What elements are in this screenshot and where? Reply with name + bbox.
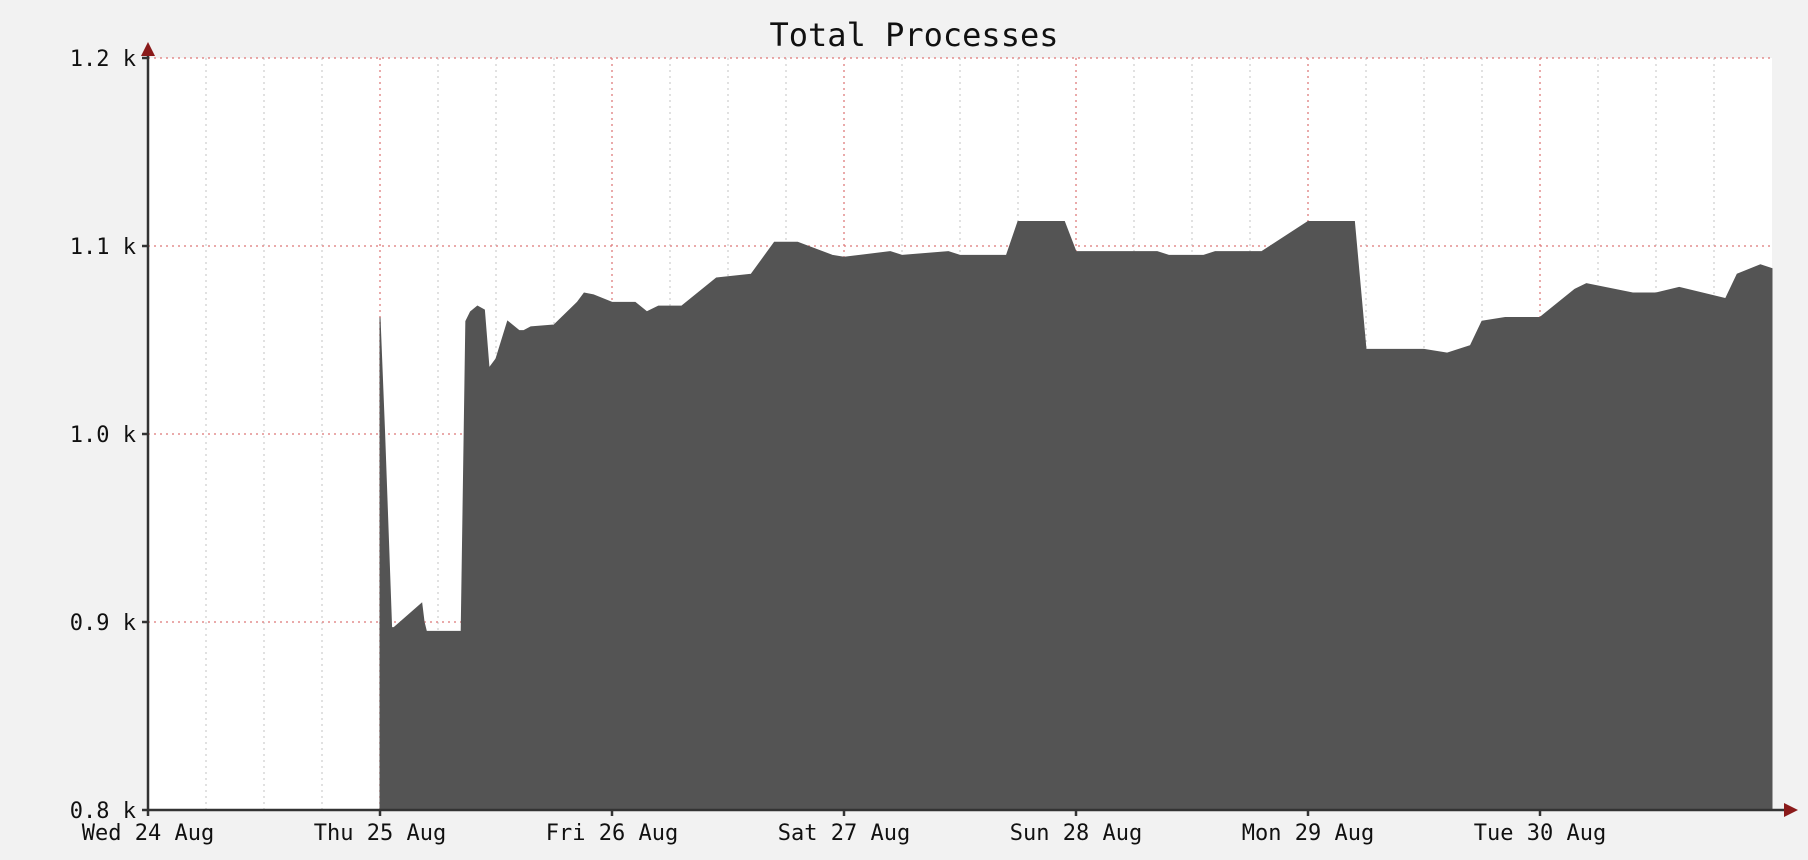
- x-tick-label: Thu 25 Aug: [314, 821, 446, 846]
- y-tick-label: 0.8 k: [70, 799, 136, 824]
- x-axis-arrow: [1784, 803, 1798, 817]
- chart-title: Total Processes: [770, 16, 1059, 54]
- y-tick-label: 1.1 k: [70, 235, 136, 260]
- x-tick-label: Tue 30 Aug: [1474, 821, 1606, 846]
- x-tick-label: Mon 29 Aug: [1242, 821, 1374, 846]
- axis-layer: [141, 42, 1798, 817]
- x-tick-label: Fri 26 Aug: [546, 821, 678, 846]
- data-layer: [379, 221, 1773, 811]
- label-layer: 0.8 k 0.9 k 1.0 k 1.1 k 1.2 k Wed 24 Aug Thu 2…: [70, 47, 1606, 846]
- y-tick-label: 0.9 k: [70, 611, 136, 636]
- x-tick-label: Sun 28 Aug: [1010, 821, 1142, 846]
- x-tick-label: Sat 27 Aug: [778, 821, 910, 846]
- y-tick-label: 1.0 k: [70, 423, 136, 448]
- y-tick-label: 1.2 k: [70, 47, 136, 72]
- series-area: [379, 221, 1773, 811]
- y-axis-arrow: [141, 42, 155, 56]
- x-tick-label: Wed 24 Aug: [82, 821, 214, 846]
